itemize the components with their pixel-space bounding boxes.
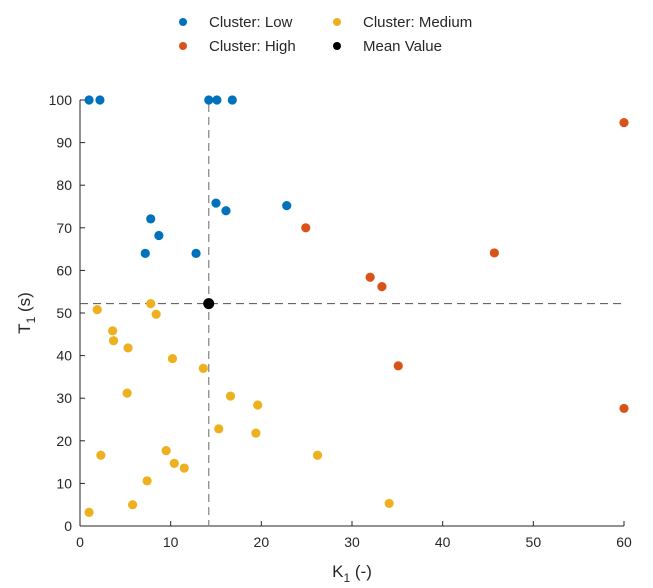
y-tick-label: 100 xyxy=(49,92,73,108)
y-tick-label: 40 xyxy=(56,348,72,364)
legend-marker-cluster-high xyxy=(179,42,187,50)
legend-label-mean-value: Mean Value xyxy=(363,38,442,55)
point-cluster-medium xyxy=(225,391,236,401)
point-cluster-medium xyxy=(198,363,208,373)
x-tick-label: 20 xyxy=(254,534,270,550)
point-cluster-medium xyxy=(108,336,119,346)
point-cluster-medium xyxy=(122,388,132,398)
point-cluster-low xyxy=(95,95,105,105)
y-tick-label: 0 xyxy=(64,518,72,534)
y-tick-label: 50 xyxy=(56,305,72,321)
y-tick-label: 30 xyxy=(56,390,72,406)
point-cluster-medium xyxy=(169,458,179,468)
point-cluster-low xyxy=(227,95,237,105)
point-cluster-medium xyxy=(179,463,189,473)
point-cluster-low xyxy=(282,201,292,211)
point-cluster-medium xyxy=(253,400,263,410)
point-cluster-low xyxy=(211,198,221,208)
x-tick-label: 30 xyxy=(344,534,360,550)
point-cluster-medium xyxy=(251,428,261,438)
y-tick-label: 70 xyxy=(56,220,72,236)
legend-marker-cluster-low xyxy=(179,18,187,26)
point-cluster-medium xyxy=(127,500,138,510)
point-cluster-low xyxy=(212,95,222,105)
x-tick-label: 10 xyxy=(163,534,179,550)
point-cluster-medium xyxy=(96,450,106,460)
point-cluster-high xyxy=(619,117,629,128)
point-cluster-medium xyxy=(123,343,133,353)
y-tick-label: 20 xyxy=(56,433,72,449)
point-cluster-high xyxy=(393,361,403,371)
y-axis-label: T1 (s) xyxy=(15,292,38,334)
x-tick-label: 50 xyxy=(526,534,542,550)
point-cluster-medium xyxy=(312,450,323,460)
point-cluster-low xyxy=(221,206,231,216)
point-cluster-high xyxy=(365,272,375,282)
legend-label-cluster-high: Cluster: High xyxy=(209,38,296,55)
point-cluster-high xyxy=(301,223,311,233)
point-cluster-low xyxy=(154,230,164,241)
point-cluster-medium xyxy=(108,326,118,336)
point-cluster-low xyxy=(204,95,214,105)
x-tick-label: 0 xyxy=(76,534,84,550)
point-cluster-medium xyxy=(161,445,171,456)
point-cluster-medium xyxy=(92,304,102,315)
point-cluster-medium xyxy=(142,476,152,486)
point-cluster-medium xyxy=(167,353,178,364)
point-mean-value xyxy=(203,298,215,310)
legend-label-cluster-medium: Cluster: Medium xyxy=(363,14,472,31)
point-cluster-low xyxy=(84,95,94,105)
x-tick-label: 40 xyxy=(435,534,451,550)
point-cluster-medium xyxy=(84,507,94,517)
y-tick-label: 10 xyxy=(56,475,72,491)
mean-lines xyxy=(80,104,624,526)
point-cluster-low xyxy=(191,248,201,258)
axes: 0 10 20 30 40 50 60 0 10 20 30 40 50 60 70 80 90 100 xyxy=(49,92,632,550)
point-cluster-medium xyxy=(214,424,224,434)
point-cluster-medium xyxy=(151,309,161,319)
point-cluster-low xyxy=(140,248,150,258)
legend-marker-cluster-medium xyxy=(333,18,341,26)
legend-marker-mean-value xyxy=(333,42,341,50)
point-cluster-medium xyxy=(146,299,156,309)
y-tick-label: 80 xyxy=(56,177,72,193)
x-tick-label: 60 xyxy=(616,534,632,550)
x-axis-label: K1 (-) xyxy=(332,562,372,585)
data-points xyxy=(84,95,629,517)
point-cluster-high xyxy=(619,403,629,414)
legend-label-cluster-low: Cluster: Low xyxy=(209,14,293,31)
y-tick-label: 90 xyxy=(56,135,72,151)
point-cluster-high xyxy=(377,281,387,292)
point-cluster-high xyxy=(489,248,499,258)
legend: Cluster: Low Cluster: Medium Cluster: High… xyxy=(179,14,472,55)
point-cluster-medium xyxy=(384,498,394,509)
point-cluster-low xyxy=(146,214,156,224)
y-tick-label: 60 xyxy=(56,262,72,278)
